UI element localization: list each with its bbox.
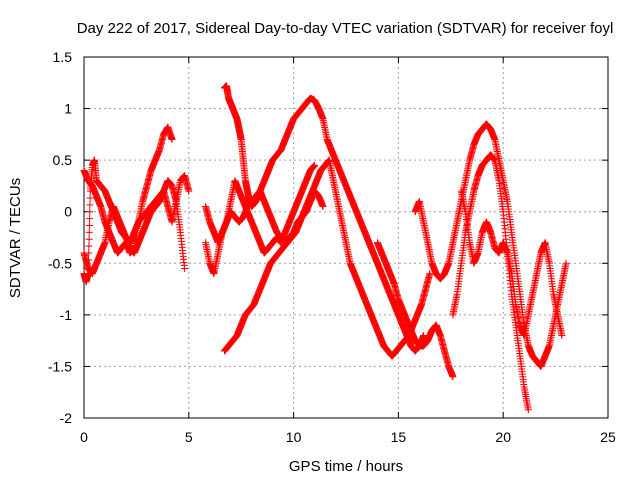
data-point xyxy=(85,242,93,250)
series-track-2 xyxy=(80,177,189,278)
data-point xyxy=(85,249,93,257)
data-point xyxy=(84,263,92,271)
data-points xyxy=(80,82,570,414)
y-tick-label: -0.5 xyxy=(48,255,72,271)
data-point xyxy=(84,270,92,278)
data-point xyxy=(85,221,93,229)
x-tick-label: 5 xyxy=(185,429,193,445)
data-point xyxy=(558,331,566,339)
data-point xyxy=(420,331,428,339)
y-tick-label: -1 xyxy=(60,307,73,323)
data-point xyxy=(311,161,319,169)
chart-title: Day 222 of 2017, Sidereal Day-to-day VTE… xyxy=(77,20,614,37)
axis-ticks: 0 5 10 15 20 25 -2 -1.5 -1 -0.5 0 0.5 1 1.5 xyxy=(48,49,616,445)
series-track-3 xyxy=(80,156,193,286)
series-track-8 xyxy=(373,239,457,381)
x-tick-label: 15 xyxy=(391,429,407,445)
data-point xyxy=(85,256,93,264)
data-point xyxy=(86,215,94,223)
x-tick-label: 25 xyxy=(600,429,616,445)
y-tick-label: 1 xyxy=(64,101,72,117)
plot-frame xyxy=(83,56,609,419)
y-tick-label: -1.5 xyxy=(48,358,72,374)
data-point xyxy=(85,228,93,236)
data-point xyxy=(86,194,94,202)
x-tick-label: 0 xyxy=(80,429,88,445)
y-tick-label: 0.5 xyxy=(53,152,73,168)
x-tick-label: 20 xyxy=(495,429,511,445)
series-track-6 xyxy=(220,156,434,360)
x-axis-label: GPS time / hours xyxy=(289,458,403,475)
data-point xyxy=(319,203,327,211)
data-point xyxy=(449,373,457,381)
series-track-7 xyxy=(220,82,428,355)
y-tick-label: -2 xyxy=(60,410,73,426)
data-point xyxy=(85,235,93,243)
data-point xyxy=(181,264,189,272)
data-point xyxy=(524,406,532,414)
data-point xyxy=(562,259,570,267)
series-track-11 xyxy=(457,187,566,339)
data-point xyxy=(86,208,94,216)
data-point xyxy=(426,270,434,278)
y-tick-label: 1.5 xyxy=(53,49,73,65)
data-point xyxy=(185,187,193,195)
data-point xyxy=(86,201,94,209)
y-tick-label: 0 xyxy=(64,204,72,220)
series-track-1 xyxy=(80,123,176,257)
y-axis-label: SDTVAR / TECUs xyxy=(7,178,24,298)
x-tick-label: 10 xyxy=(286,429,302,445)
series-track-9 xyxy=(411,120,570,370)
series-track-5 xyxy=(202,161,319,278)
data-point xyxy=(168,136,176,144)
